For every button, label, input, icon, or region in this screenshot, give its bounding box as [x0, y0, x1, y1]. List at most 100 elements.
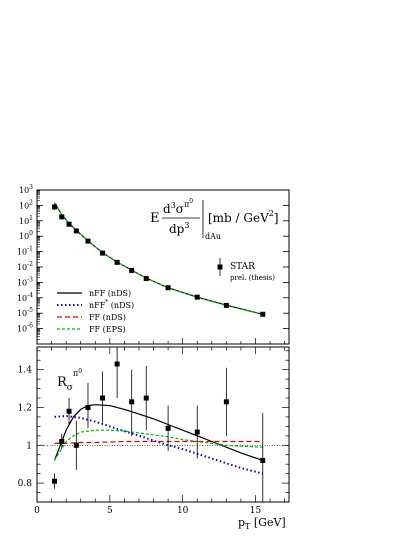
top-y-tick-exponent: -3 — [27, 276, 33, 283]
top-y-tick-label: 101 — [19, 215, 33, 226]
top-y-tick-base: 10 — [19, 232, 29, 241]
bottom-data-point — [59, 439, 65, 445]
ratio-label: Rσπ0 — [57, 368, 82, 393]
ratio-label-zero: 0 — [78, 368, 82, 375]
bottom-panel: 0 5 10 150.811.21.4 Rσπ0 pT [GeV] — [18, 346, 290, 531]
formula-units: [mb / GeV2] — [208, 209, 279, 225]
top-x-ticks — [36, 338, 285, 344]
formula-units-main: [mb / GeV — [208, 211, 269, 225]
top-y-tick-label: 10-4 — [17, 292, 33, 303]
top-y-tick-exponent: -2 — [27, 261, 33, 268]
bottom-x-tick-label: 10 — [177, 506, 189, 516]
top-y-tick-base: 10 — [19, 186, 29, 195]
top-y-tick-label: 102 — [19, 199, 33, 210]
top-data-point — [85, 238, 91, 244]
star-legend-label: STAR — [230, 262, 255, 272]
bottom-data-point — [51, 478, 57, 484]
legend-label-ff-eps: FF (EPS) — [89, 325, 126, 334]
top-data-legend: STAR prel. (thesis) — [217, 258, 275, 282]
top-y-tick-base: 10 — [17, 248, 27, 257]
formula-denominator: dp3 — [169, 221, 189, 236]
bottom-y-tick-label: 1 — [26, 441, 32, 451]
legend-label-nff-star-sup: * — [105, 299, 108, 306]
bottom-x-axis-label: pT [GeV] — [238, 516, 286, 531]
legend-label-nff-star-base: nFF — [89, 301, 106, 310]
top-data-point — [194, 294, 200, 300]
top-y-tick-exponent: -1 — [27, 246, 33, 253]
top-data-point — [59, 214, 65, 220]
formula-units-close: ] — [274, 211, 279, 225]
top-y-tick-label: 100 — [19, 230, 33, 241]
top-y-tick-label: 10-5 — [17, 307, 33, 318]
top-y-tick-base: 10 — [19, 217, 29, 226]
bottom-data-point — [194, 429, 200, 435]
bottom-data-point — [129, 399, 135, 405]
top-y-tick-exponent: 0 — [29, 230, 33, 237]
top-y-tick-base: 10 — [17, 294, 27, 303]
top-curve-legend: nFF (nDS) nFF* (nDS) FF (nDS) FF (EPS) — [57, 289, 134, 334]
bottom-data-point — [223, 399, 229, 405]
formula-numerator-sigma: σ — [176, 202, 184, 216]
top-y-tick-label: 10-3 — [17, 276, 33, 287]
bottom-data-point — [165, 425, 171, 431]
formula-numerator-pi: π — [184, 200, 189, 209]
bottom-y-tick-label: 1.4 — [18, 366, 33, 376]
bottom-y-tick-label: 1.2 — [18, 403, 32, 413]
top-data-point — [66, 221, 72, 227]
top-data-point — [260, 311, 266, 317]
top-formula-label: E d3σπ0 dp3 dAu [mb / GeV2] — [150, 198, 279, 241]
bottom-curve — [54, 440, 263, 444]
formula-denominator-exp: 3 — [184, 221, 189, 230]
formula-numerator-d: d — [163, 202, 171, 216]
x-label-p: p — [238, 516, 245, 529]
bottom-curve — [54, 414, 264, 475]
legend-label-nff-nds: nFF (nDS) — [89, 289, 131, 298]
legend-label-ff-nds: FF (nDS) — [89, 313, 126, 322]
formula-units-exp: 2 — [269, 209, 274, 218]
bottom-data-point — [114, 361, 120, 367]
formula-numerator-exp: 3 — [171, 201, 176, 210]
bottom-curve — [53, 429, 263, 461]
top-y-tick-base: 10 — [17, 309, 27, 318]
top-data-point — [73, 228, 79, 234]
top-y-tick-exponent: 2 — [29, 199, 33, 206]
top-y-tick-base: 10 — [17, 278, 27, 287]
top-y-tick-base: 10 — [17, 325, 27, 334]
bottom-data-point — [260, 457, 266, 463]
top-y-tick-label: 10-1 — [17, 246, 33, 257]
legend-label-nff-star-nds: nFF* (nDS) — [89, 299, 134, 310]
ratio-label-sigma: σ — [67, 383, 73, 393]
top-y-tick-exponent: -6 — [27, 323, 33, 330]
top-y-tick-exponent: -4 — [27, 292, 33, 299]
formula-subscript: dAu — [205, 232, 221, 241]
formula-denominator-dp: dp — [169, 222, 185, 236]
top-data-point — [223, 302, 229, 308]
bottom-x-tick-label: 5 — [107, 506, 113, 516]
top-y-tick-exponent: -5 — [27, 307, 33, 314]
ratio-label-r: R — [57, 375, 68, 390]
top-y-tick-label: 10-6 — [17, 323, 33, 334]
top-y-tick-base: 10 — [17, 263, 27, 272]
x-label-t: T — [245, 522, 251, 531]
bottom-data-point — [66, 408, 72, 414]
legend-label-nff-star-rest: (nDS) — [108, 301, 134, 310]
bottom-x-tick-label: 0 — [34, 506, 40, 516]
bottom-data-point — [143, 395, 149, 401]
bottom-curves — [53, 404, 264, 475]
bottom-data-point — [73, 442, 79, 448]
top-y-tick-label: 103 — [19, 184, 33, 195]
top-data-point — [114, 259, 120, 265]
bottom-data-point — [100, 395, 106, 401]
top-y-tick-label: 10-2 — [17, 261, 33, 272]
top-y-tick-base: 10 — [19, 201, 29, 210]
top-data-point — [143, 275, 149, 281]
top-y-tick-exponent: 3 — [29, 184, 33, 191]
bottom-data-points — [51, 347, 266, 502]
formula-numerator-zero: 0 — [189, 198, 193, 205]
bottom-curve — [53, 404, 263, 461]
top-data-point — [129, 267, 135, 273]
star-legend-sublabel: prel. (thesis) — [230, 274, 275, 282]
